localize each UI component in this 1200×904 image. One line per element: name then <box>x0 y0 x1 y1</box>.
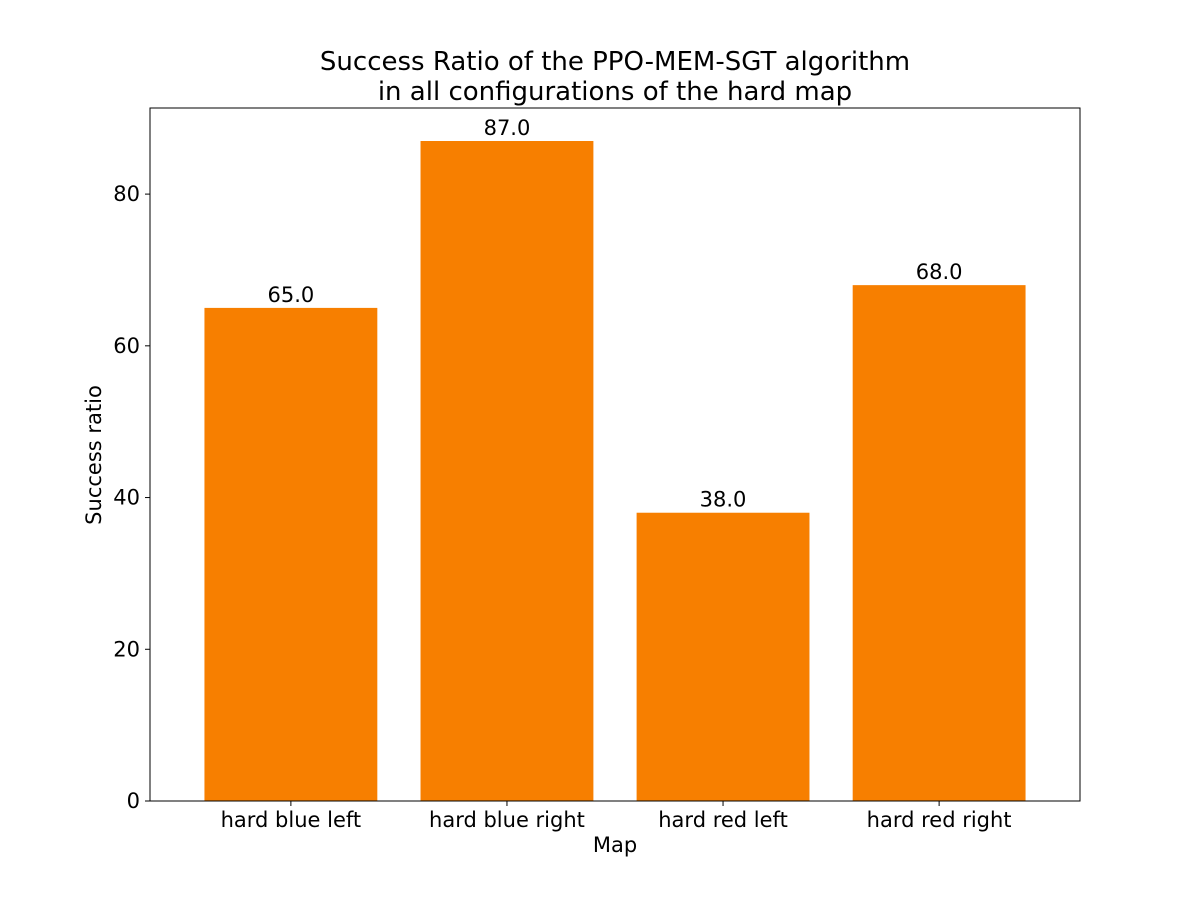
bar-value-label-3: 68.0 <box>916 260 963 284</box>
x-tick-label-2: hard red left <box>658 808 788 832</box>
x-tick-label-1: hard blue right <box>429 808 585 832</box>
bar-2 <box>636 512 810 801</box>
x-tick-label-3: hard red right <box>867 808 1012 832</box>
bar-0 <box>204 307 378 801</box>
bar-value-label-0: 65.0 <box>268 283 315 307</box>
x-tick-label-0: hard blue left <box>221 808 362 832</box>
y-tick-label-4: 80 <box>113 182 140 206</box>
plot-area-frame <box>149 107 1081 802</box>
y-axis: 0 20 40 60 80 <box>113 182 150 813</box>
bar-value-label-2: 38.0 <box>700 488 747 512</box>
y-axis-label: Success ratio <box>82 385 106 525</box>
y-tick-label-2: 40 <box>113 486 140 510</box>
y-tick-label-0: 0 <box>127 789 140 813</box>
x-axis: hard blue left hard blue right hard red le… <box>221 801 1012 832</box>
chart-title-line2: in all configurations of the hard map <box>378 77 852 107</box>
x-axis-label: Map <box>593 833 637 857</box>
bar-3 <box>852 285 1026 801</box>
bars-group <box>204 141 1026 801</box>
bar-1 <box>420 141 594 801</box>
bar-value-label-1: 87.0 <box>484 116 531 140</box>
chart-title-line1: Success Ratio of the PPO-MEM-SGT algorit… <box>320 47 910 77</box>
y-tick-label-3: 60 <box>113 334 140 358</box>
y-tick-label-1: 20 <box>113 637 140 661</box>
value-labels-group: 65.0 87.0 38.0 68.0 <box>268 116 963 512</box>
